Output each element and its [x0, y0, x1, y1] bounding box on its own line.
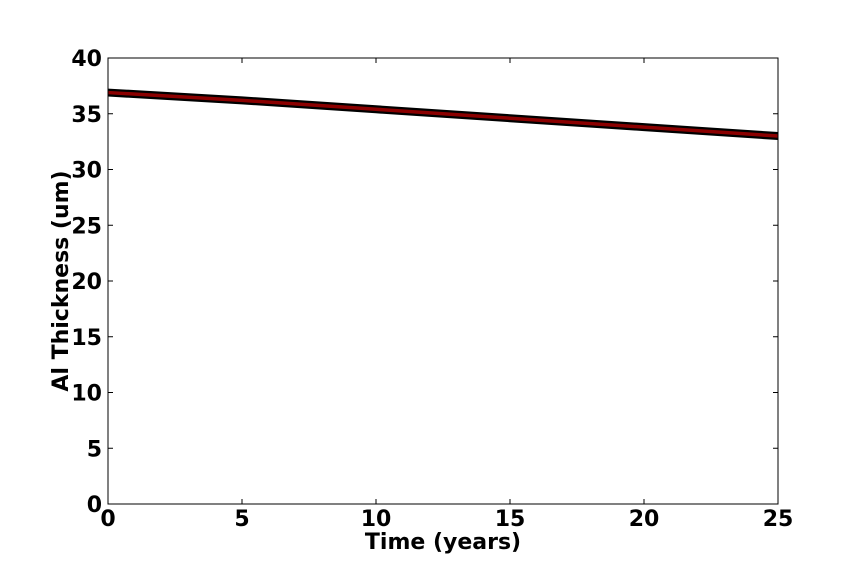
x-tick-label: 15	[495, 507, 526, 532]
plot-frame	[107, 57, 779, 505]
y-tick-label: 10	[71, 382, 102, 407]
x-tick-labels: 0 5 10 15 20 25	[100, 507, 793, 532]
x-tick-label: 5	[234, 507, 249, 532]
series-line	[107, 90, 779, 138]
y-tick-label: 30	[71, 159, 102, 184]
x-axis-label: Time (years)	[365, 530, 521, 555]
plot-background	[108, 58, 778, 504]
y-tick-label: 15	[71, 326, 102, 351]
series-layer	[107, 88, 779, 141]
y-tick-label: 20	[71, 270, 102, 295]
y-tick-labels: 0 5 10 15 20 25 30 35 40	[71, 47, 102, 518]
y-tick-label: 5	[87, 437, 102, 462]
x-tick-label: 10	[361, 507, 392, 532]
x-tick-label: 20	[629, 507, 660, 532]
y-axis-label: Al Thickness (um)	[49, 170, 74, 391]
y-tick-label: 35	[71, 103, 102, 128]
y-tick-label: 25	[71, 214, 102, 239]
x-tick-label: 0	[100, 507, 115, 532]
x-tick-label: 25	[763, 507, 794, 532]
y-tick-label: 40	[71, 47, 102, 72]
y-tick-label: 0	[87, 493, 102, 518]
